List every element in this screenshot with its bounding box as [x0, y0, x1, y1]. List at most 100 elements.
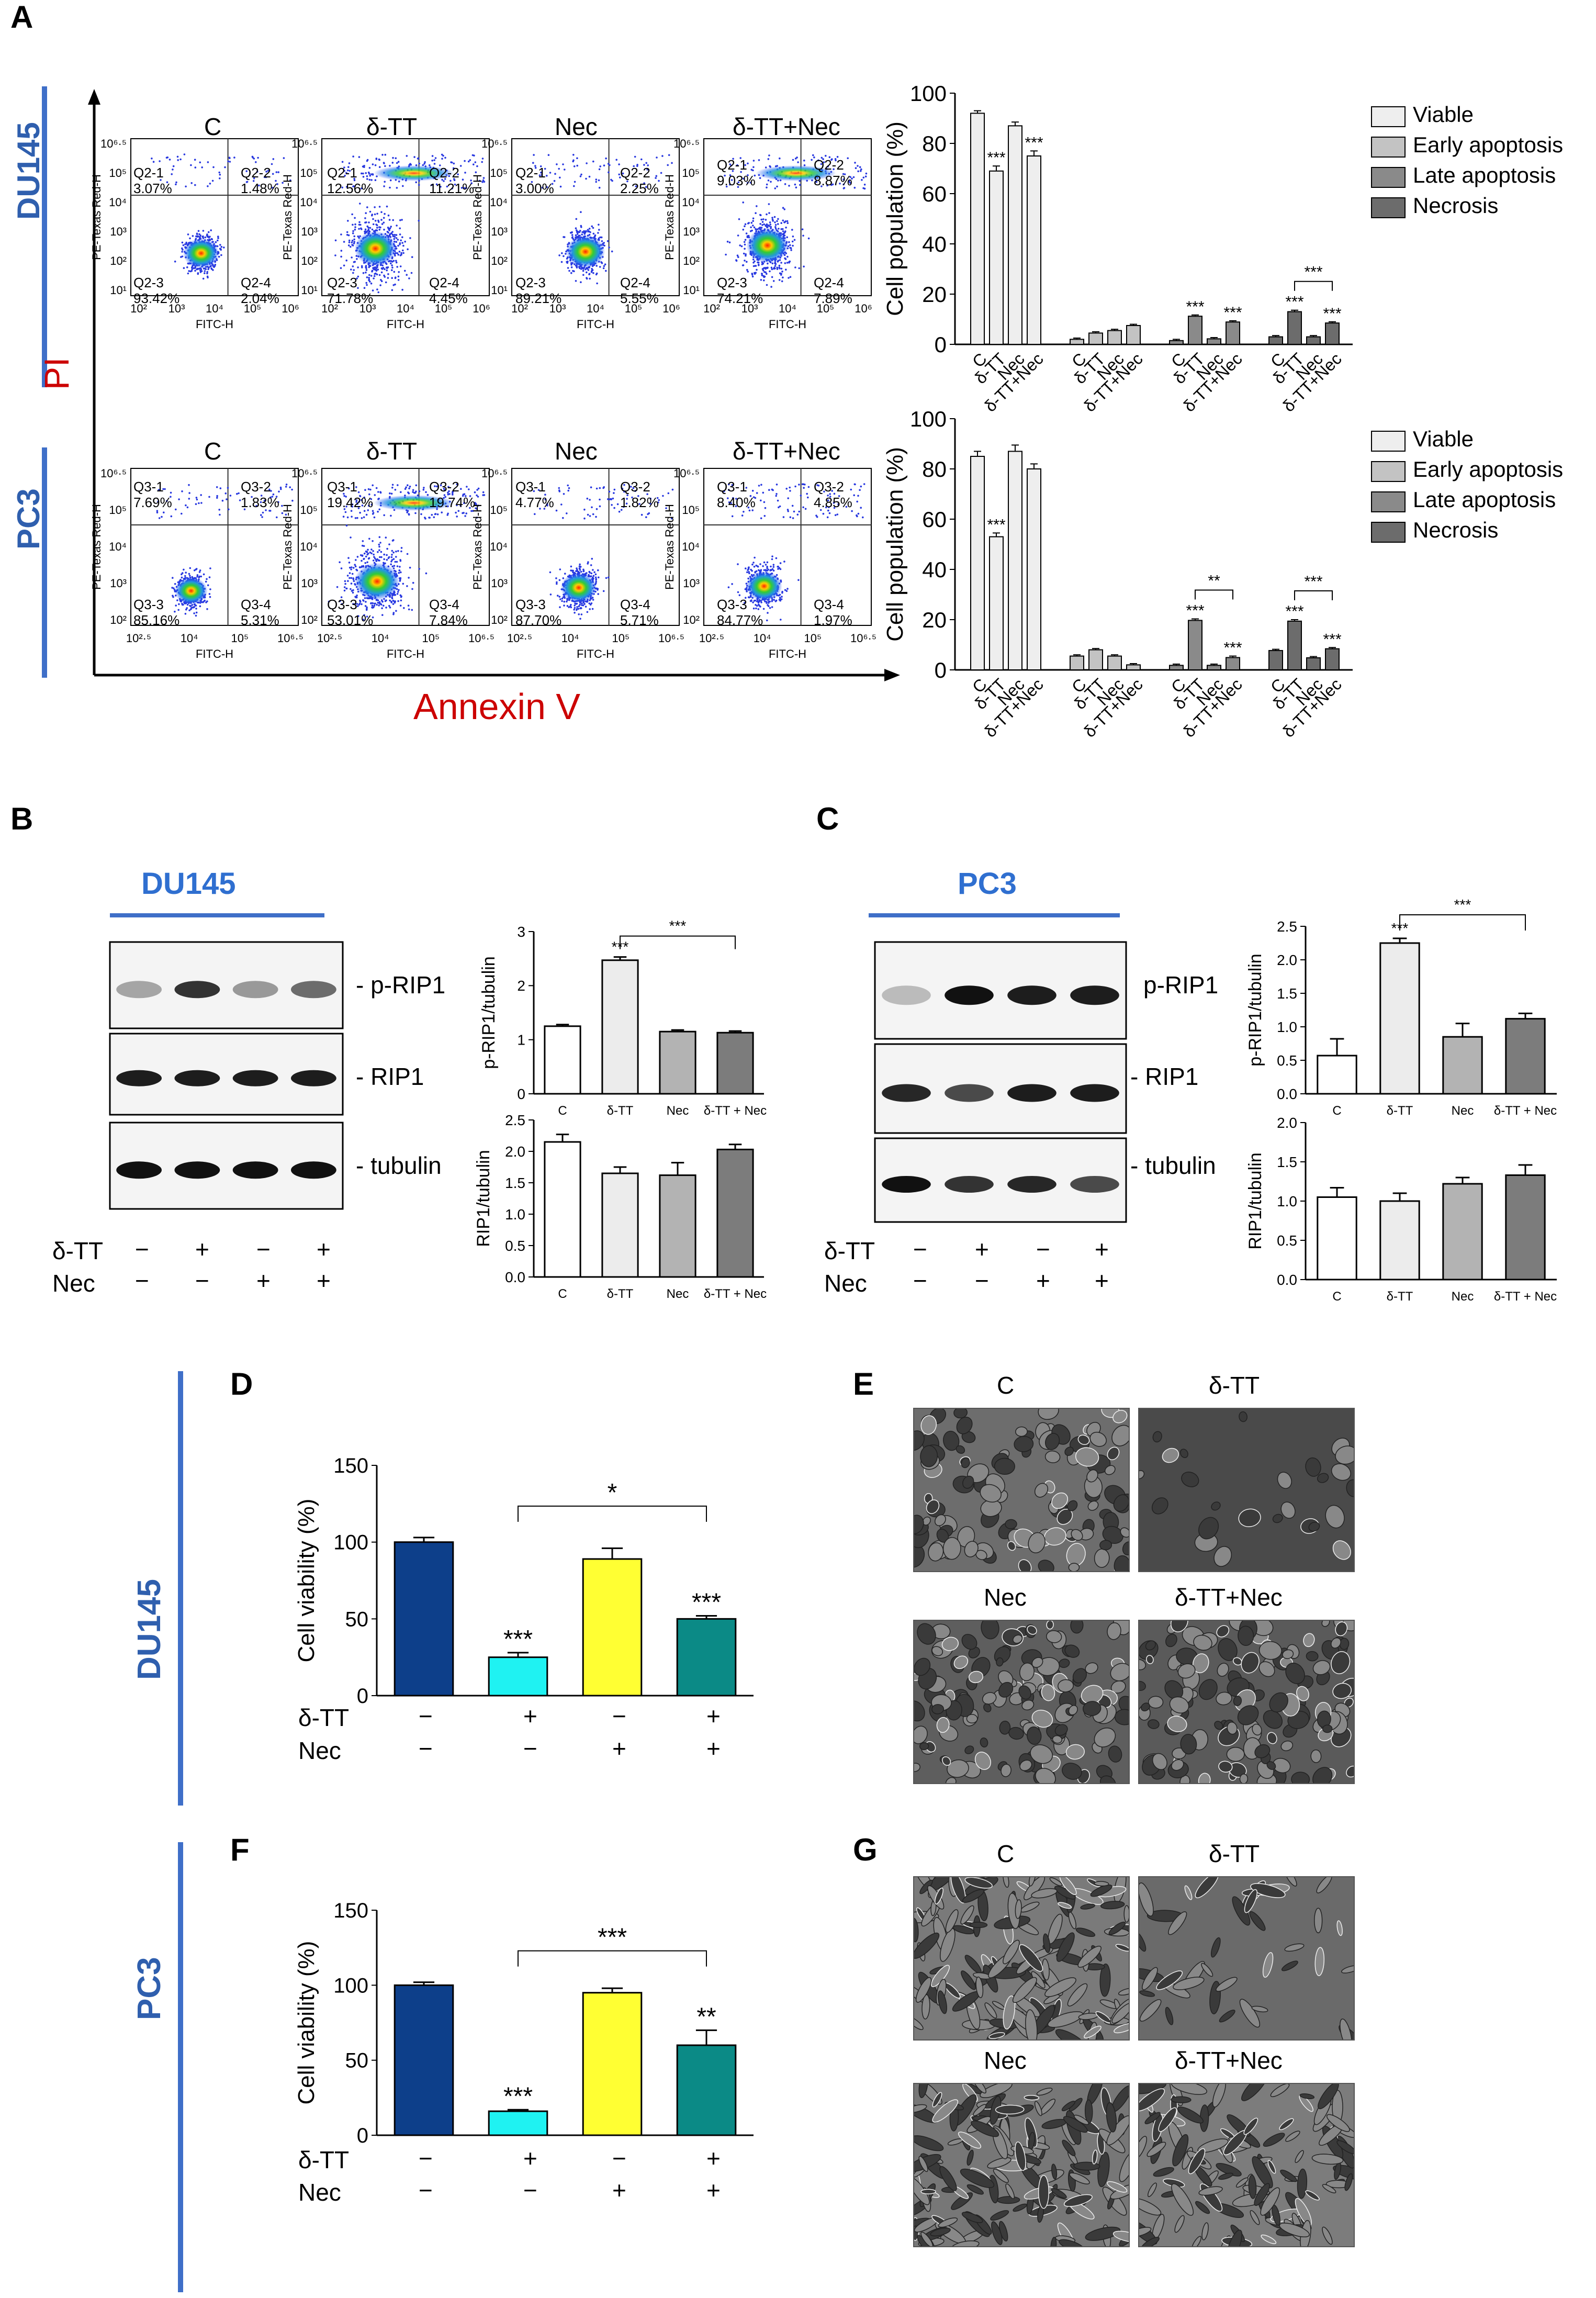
event-dot: [477, 487, 480, 490]
event-dot: [224, 492, 227, 495]
event-dot: [183, 267, 185, 269]
event-dot: [152, 161, 155, 163]
event-dot: [350, 588, 352, 590]
event-dot: [767, 612, 769, 614]
event-dot: [655, 177, 657, 179]
flow-x-axis-label: FITC-H: [387, 647, 424, 660]
event-dot: [380, 219, 383, 221]
event-dot: [372, 163, 374, 165]
event-dot: [781, 591, 783, 594]
event-dot: [399, 604, 402, 607]
event-dot: [399, 233, 401, 236]
event-dot: [190, 608, 192, 610]
event-dot: [562, 517, 564, 519]
event-dot: [739, 244, 741, 246]
event-dot: [354, 217, 356, 219]
event-dot: [745, 232, 748, 234]
event-dot: [574, 612, 576, 614]
event-dot: [396, 252, 399, 254]
event-dot: [378, 536, 381, 539]
event-dot: [599, 505, 601, 508]
event-dot: [407, 248, 409, 251]
flow-x-tick-label: 10²: [130, 302, 147, 315]
event-dot: [798, 267, 800, 270]
event-dot: [380, 279, 382, 281]
event-dot: [768, 203, 770, 205]
event-dot: [195, 611, 198, 614]
event-dot: [265, 176, 267, 178]
event-dot: [334, 254, 336, 256]
event-dot: [343, 264, 345, 267]
event-dot: [387, 277, 389, 279]
event-dot: [255, 161, 257, 163]
event-dot: [184, 575, 186, 577]
event-dot: [409, 485, 411, 488]
event-dot: [195, 497, 198, 499]
event-dot: [226, 498, 228, 500]
event-dot: [351, 515, 353, 518]
event-dot: [789, 244, 791, 246]
event-dot: [358, 221, 361, 223]
event-dot: [391, 565, 394, 568]
event-dot: [567, 489, 569, 492]
event-dot: [599, 498, 601, 501]
event-dot: [755, 265, 757, 267]
event-dot: [365, 212, 367, 215]
event-dot: [863, 187, 866, 190]
event-dot: [667, 492, 670, 495]
event-dot: [746, 268, 748, 271]
event-dot: [400, 239, 402, 242]
event-dot: [377, 219, 379, 222]
event-dot: [359, 599, 361, 602]
event-dot: [476, 489, 478, 491]
event-dot: [462, 178, 464, 181]
event-dot: [376, 288, 378, 290]
event-dot: [353, 261, 355, 263]
event-dot: [398, 571, 400, 574]
event-dot: [351, 256, 353, 259]
event-dot: [398, 251, 401, 253]
event-dot: [435, 183, 438, 186]
event-dot: [731, 583, 733, 585]
event-dot: [784, 258, 787, 260]
event-dot: [364, 562, 366, 564]
event-dot: [748, 566, 750, 568]
event-dot: [370, 548, 373, 551]
event-dot: [358, 602, 361, 605]
flow-y-tick-label: 10²: [683, 254, 700, 267]
event-dot: [444, 156, 446, 159]
event-dot: [407, 604, 410, 607]
event-dot: [236, 492, 238, 495]
event-dot: [371, 606, 373, 609]
event-dot: [355, 559, 357, 561]
event-dot: [218, 171, 221, 174]
event-dot: [381, 614, 384, 616]
event-dot: [345, 524, 348, 526]
event-dot: [221, 499, 224, 502]
event-dot: [352, 567, 355, 569]
event-dot: [368, 266, 370, 268]
event-dot: [474, 161, 477, 163]
event-dot: [459, 165, 462, 167]
event-dot: [594, 576, 597, 579]
event-dot: [392, 558, 395, 560]
event-dot: [777, 218, 779, 220]
event-dot: [389, 607, 391, 609]
flow-x-axis-label: FITC-H: [387, 318, 424, 331]
event-dot: [200, 270, 203, 272]
event-dot: [604, 263, 606, 266]
event-dot: [341, 186, 343, 189]
event-dot: [412, 489, 414, 491]
event-dot: [343, 589, 346, 592]
event-dot: [792, 236, 794, 238]
event-dot: [411, 588, 413, 590]
event-dot: [778, 228, 780, 230]
event-dot: [857, 165, 859, 167]
flow-y-tick-label: 10²: [110, 254, 127, 267]
event-dot: [347, 234, 350, 237]
flow-y-tick-label: 10⁴: [300, 540, 318, 553]
event-dot: [751, 275, 754, 278]
flow-y-tick-label: 10⁶·⁵: [481, 467, 508, 480]
event-dot: [181, 251, 183, 253]
event-dot: [210, 229, 212, 231]
